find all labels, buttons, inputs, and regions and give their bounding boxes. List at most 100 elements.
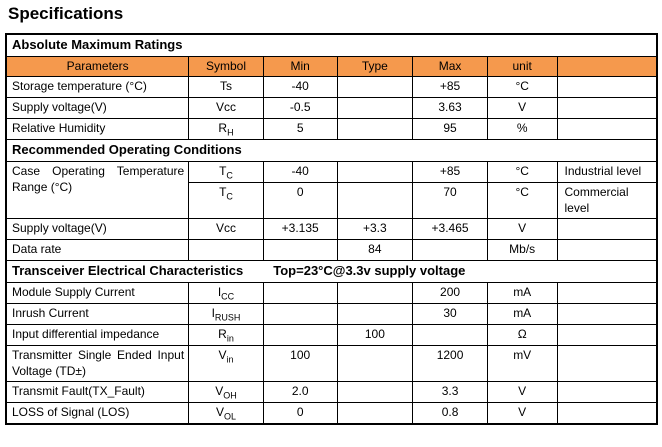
table-cell: 0	[262, 402, 338, 425]
symbol-subscript: H	[227, 127, 234, 138]
section-title: Transceiver Electrical Characteristics	[12, 263, 244, 278]
table-cell	[336, 118, 414, 140]
specifications-table: Absolute Maximum Ratings Parameters Symbol…	[5, 33, 658, 425]
table-cell: IRUSH	[188, 303, 264, 325]
table-cell	[556, 282, 658, 304]
table-cell: 100	[262, 345, 338, 382]
symbol-subscript: CC	[221, 291, 235, 302]
symbol-subscript: C	[226, 191, 233, 202]
table-cell: -40	[262, 161, 338, 183]
symbol-base: V	[215, 384, 224, 398]
table-cell: +85	[412, 76, 488, 98]
data-row: Case Operating Temperature Range (°C) TC -…	[5, 161, 658, 219]
table-cell: Transmitter Single Ended Input Voltage (…	[5, 345, 190, 382]
table-cell: Case Operating Temperature Range (°C)	[5, 161, 190, 219]
table-cell: 1200	[412, 345, 488, 382]
table-cell: Vin	[188, 345, 264, 382]
table-cell: Commercial level	[556, 182, 658, 219]
data-row: Inrush Current IRUSH 30 mA	[5, 303, 658, 325]
table-cell: Inrush Current	[5, 303, 190, 325]
data-row: Supply voltage(V) Vcc -0.5 3.63 V	[5, 97, 658, 119]
table-cell: LOSS of Signal (LOS)	[5, 402, 190, 425]
table-cell: 100	[336, 324, 414, 346]
data-row: Relative Humidity RH 5 95%	[5, 118, 658, 140]
table-cell: TC	[188, 161, 264, 183]
data-row: Transmitter Single Ended Input Voltage (…	[5, 345, 658, 382]
data-row: Module Supply Current ICC 200 mA	[5, 282, 658, 304]
table-cell	[556, 324, 658, 346]
table-cell	[188, 239, 264, 261]
symbol-base: V	[215, 405, 224, 419]
table-cell	[336, 303, 414, 325]
table-cell	[336, 97, 414, 119]
table-cell: 3.3	[412, 381, 488, 403]
symbol-base: R	[218, 121, 228, 135]
column-header-cell: Symbol	[188, 56, 264, 77]
table-cell: %	[486, 118, 558, 140]
table-cell	[412, 324, 488, 346]
table-cell: 5	[262, 118, 338, 140]
symbol-subscript: in	[226, 354, 234, 365]
table-cell: ICC	[188, 282, 264, 304]
table-cell	[412, 239, 488, 261]
table-cell: mV	[486, 345, 558, 382]
table-cell: Input differential impedance	[5, 324, 190, 346]
table-cell	[336, 402, 414, 425]
data-row: Supply voltage(V) Vcc +3.135 +3.3 +3.465 V	[5, 218, 658, 240]
data-row: Data rate 84 Mb/s	[5, 239, 658, 261]
symbol-base: I	[217, 285, 222, 299]
symbol-base: T	[219, 185, 227, 199]
table-cell: Industrial level	[556, 161, 658, 183]
table-cell	[262, 303, 338, 325]
table-cell	[556, 345, 658, 382]
section-row: Transceiver Electrical Characteristics To…	[5, 260, 658, 283]
table-cell: 84	[336, 239, 414, 261]
table-cell: +85	[412, 161, 488, 183]
symbol-subscript: in	[226, 333, 234, 344]
table-cell: mA	[486, 303, 558, 325]
table-cell	[556, 97, 658, 119]
table-cell	[556, 381, 658, 403]
table-cell	[556, 118, 658, 140]
table-cell: 70	[412, 182, 488, 219]
table-cell	[336, 282, 414, 304]
table-cell: RH	[188, 118, 264, 140]
section-header-cell: Transceiver Electrical Characteristics To…	[5, 260, 658, 283]
section-condition-note: Top=23°C@3.3v supply voltage	[273, 263, 466, 278]
table-cell	[556, 218, 658, 240]
table-cell: V	[486, 381, 558, 403]
symbol-subscript: C	[226, 170, 233, 181]
column-header-cell: unit	[486, 56, 558, 77]
table-cell: Storage temperature (°C)	[5, 76, 190, 98]
symbol-subscript: RUSH	[214, 312, 241, 323]
table-cell: °C	[486, 76, 558, 98]
table-cell	[336, 76, 414, 98]
data-row: Storage temperature (°C) Ts -40 +85 °C	[5, 76, 658, 98]
column-header-row: Parameters Symbol Min Type Max unit	[5, 56, 658, 77]
table-cell	[262, 239, 338, 261]
table-cell: Data rate	[5, 239, 190, 261]
symbol-base: I	[211, 306, 215, 320]
table-cell	[556, 76, 658, 98]
symbol-base: T	[219, 164, 227, 178]
data-row: LOSS of Signal (LOS) VOL 0 0.8 V	[5, 402, 658, 425]
section-title: Recommended Operating Conditions	[5, 139, 658, 162]
table-cell: 2.0	[262, 381, 338, 403]
table-cell: Relative Humidity	[5, 118, 190, 140]
table-cell: Ts	[188, 76, 264, 98]
table-cell: V	[486, 402, 558, 425]
column-header-cell: Type	[336, 56, 414, 77]
table-cell: 3.63	[412, 97, 488, 119]
page-title: Specifications	[8, 4, 124, 23]
table-cell: Vcc	[188, 97, 264, 119]
table-cell	[262, 282, 338, 304]
table-cell: +3.135	[262, 218, 338, 240]
table-cell: +3.465	[412, 218, 488, 240]
table-cell: -40	[262, 76, 338, 98]
table-cell: Rin	[188, 324, 264, 346]
symbol-subscript: OH	[223, 390, 237, 401]
table-cell: -0.5	[262, 97, 338, 119]
table-cell: Supply voltage(V)	[5, 218, 190, 240]
table-cell: 0	[262, 182, 338, 219]
table-cell: °C	[486, 182, 558, 219]
